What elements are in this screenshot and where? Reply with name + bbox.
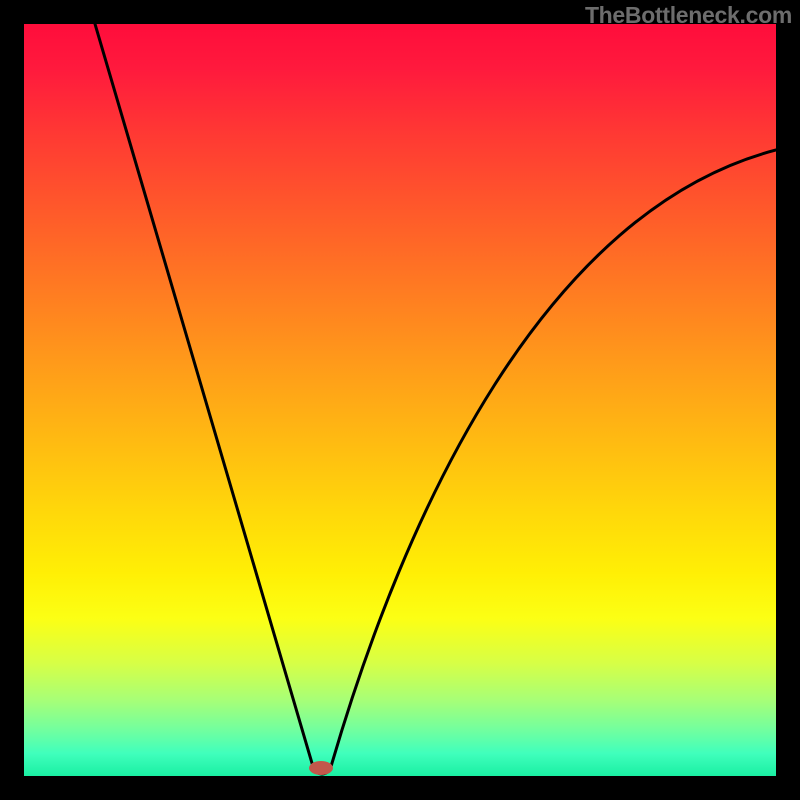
chart-background: [24, 24, 776, 776]
watermark: TheBottleneck.com: [585, 2, 792, 29]
chart-root: [0, 0, 800, 800]
optimal-point-marker: [309, 761, 333, 775]
